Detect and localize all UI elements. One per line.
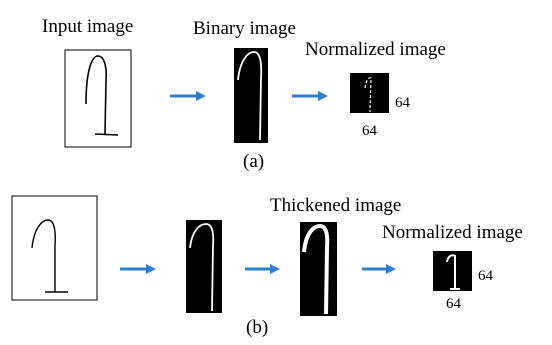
step-title: Binary image [193, 18, 296, 39]
binary-image [234, 48, 268, 143]
arrow-head [318, 91, 328, 101]
binary-image [186, 220, 222, 313]
step-title: Thickened image [270, 195, 401, 216]
arrow-head [386, 264, 396, 274]
input-image [65, 50, 131, 147]
panel-label: (a) [243, 151, 264, 172]
arrow-head [196, 91, 206, 101]
size-label: 64 [395, 95, 411, 111]
step-title: Normalized image [382, 222, 523, 243]
normalized-image [433, 251, 472, 291]
arrow-head [270, 264, 280, 274]
thickened-image [300, 222, 337, 316]
panel-label: (b) [246, 317, 268, 338]
size-label: 64 [446, 296, 462, 312]
step-title: Input image [42, 16, 133, 37]
normalized-image [350, 73, 389, 113]
size-label: 64 [478, 268, 494, 284]
step-title: Normalized image [305, 39, 446, 60]
arrow-head [146, 264, 156, 274]
figure: Input image Binary image Normalized imag… [0, 0, 552, 345]
size-label: 64 [362, 123, 378, 139]
